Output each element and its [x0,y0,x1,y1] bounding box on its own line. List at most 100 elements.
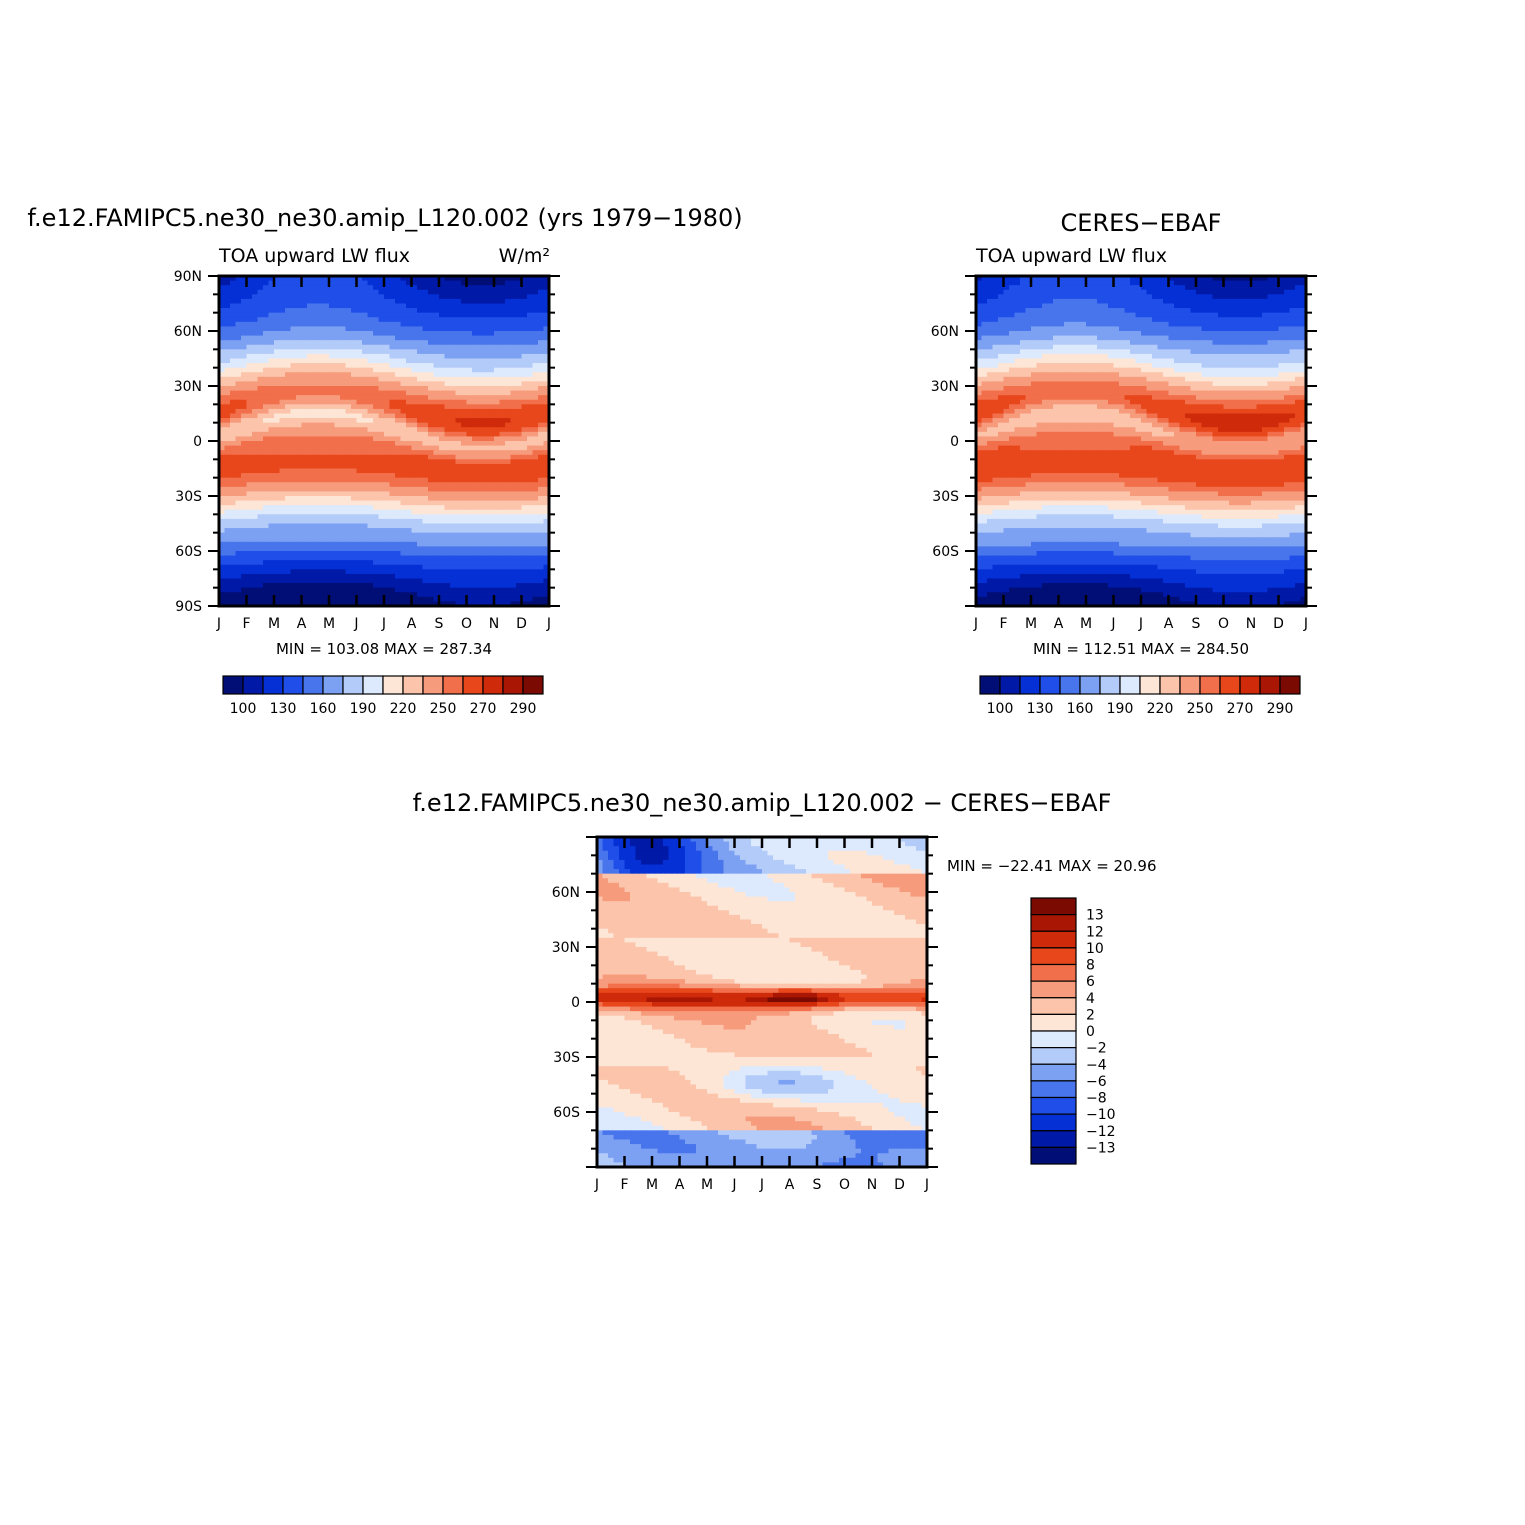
colorbar-label: −8 [1086,1091,1107,1107]
colorbar-swatch [402,675,424,695]
colorbar-label: 270 [470,701,497,717]
x-tick-label: A [1164,616,1174,632]
colorbar-label: 2 [1086,1007,1095,1023]
colorbar-swatch [1030,1113,1077,1132]
colorbar-swatch [1030,1130,1077,1148]
colorbar-label: −13 [1086,1140,1116,1156]
colorbar-swatch [1099,675,1121,695]
colorbar-label: 190 [1107,701,1134,717]
x-tick-label: S [813,1177,822,1193]
colorbar-swatch [1039,675,1061,695]
x-tick-label: O [461,616,472,632]
colorbar-swatch [502,675,524,695]
colorbar-label: 12 [1086,924,1104,940]
colorbar-label: 130 [270,701,297,717]
colorbar-swatch [1159,675,1181,695]
colorbar-label: −6 [1086,1074,1107,1090]
model-colorbar: 100 130 160 190 220 250 270 290 [222,675,544,717]
colorbar-swatch [1030,1080,1077,1099]
colorbar-swatch [1030,947,1077,966]
y-tick-label: 90S [175,599,202,615]
colorbar-swatch [1030,997,1077,1015]
y-tick-label: 60N [552,885,580,901]
colorbar-swatch [442,675,464,695]
colorbar-swatch [999,675,1021,695]
colorbar-swatch [242,675,264,695]
x-tick-label: M [1025,616,1037,632]
colorbar-swatch [1079,675,1101,695]
y-tick-label: 60N [931,324,959,340]
colorbar-swatch [1119,675,1141,695]
colorbar-label: 130 [1027,701,1054,717]
x-tick-label: O [1218,616,1229,632]
y-tick-label: 90N [174,269,202,285]
colorbar-swatch [1030,1096,1077,1115]
colorbar-swatch [222,675,244,695]
x-tick-label: M [701,1177,713,1193]
y-tick-label: 30N [174,379,202,395]
colorbar-label: 6 [1086,974,1095,990]
colorbar-swatch [342,675,364,695]
colorbar-swatch [1030,1063,1077,1082]
panel-model: f.e12.FAMIPC5.ne30_ne30.amip_L120.002 (y… [27,204,742,717]
colorbar-swatch [1030,1146,1077,1165]
y-tick-label: 0 [950,434,959,450]
colorbar-label: 0 [1086,1024,1095,1040]
y-tick-label: 30N [552,940,580,956]
colorbar-swatch [422,675,444,695]
y-tick-label: 30S [932,489,959,505]
colorbar-swatch [322,675,344,695]
x-tick-label: D [894,1177,905,1193]
difference-title: f.e12.FAMIPC5.ne30_ne30.amip_L120.002 − … [413,789,1112,817]
x-tick-label: F [999,616,1007,632]
difference-min-max: MIN = −22.41 MAX = 20.96 [947,857,1157,875]
obs-field [976,276,1307,607]
colorbar-label: 160 [1067,701,1094,717]
colorbar-swatch [1179,675,1201,695]
x-tick-label: J [594,1177,599,1193]
colorbar-swatch [262,675,284,695]
colorbar-swatch [1030,930,1077,949]
colorbar-swatch [1259,675,1281,695]
colorbar-label: 190 [350,701,377,717]
colorbar-swatch [1030,1030,1077,1049]
x-tick-label: N [867,1177,877,1193]
colorbar-swatch [1030,914,1077,932]
x-tick-label: J [759,1177,764,1193]
y-tick-label: 60S [932,544,959,560]
colorbar-swatch [362,675,384,695]
x-tick-label: M [268,616,280,632]
x-tick-label: J [1303,616,1308,632]
panel-difference: f.e12.FAMIPC5.ne30_ne30.amip_L120.002 − … [413,789,1157,1193]
x-tick-label: A [297,616,307,632]
obs-title: CERES−EBAF [1061,209,1222,237]
colorbar-label: 250 [1187,701,1214,717]
colorbar-swatch [979,675,1001,695]
colorbar-label: −2 [1086,1041,1107,1057]
colorbar-swatch [382,675,404,695]
x-tick-label: A [675,1177,685,1193]
x-tick-label: N [1246,616,1256,632]
y-tick-label: 0 [193,434,202,450]
x-tick-label: S [435,616,444,632]
model-variable-label: TOA upward LW flux [218,245,410,267]
colorbar-label: 220 [1147,701,1174,717]
y-tick-label: 60N [174,324,202,340]
colorbar-swatch [1279,675,1301,695]
colorbar-swatch [302,675,324,695]
model-min-max: MIN = 103.08 MAX = 287.34 [276,640,492,658]
x-tick-label: J [731,1177,736,1193]
colorbar-swatch [282,675,304,695]
colorbar-label: −4 [1086,1057,1107,1073]
x-tick-label: J [1138,616,1143,632]
model-title: f.e12.FAMIPC5.ne30_ne30.amip_L120.002 (y… [27,204,742,232]
colorbar-swatch [482,675,504,695]
x-tick-label: A [785,1177,795,1193]
colorbar-swatch [1219,675,1241,695]
y-tick-label: 30S [553,1050,580,1066]
x-tick-label: A [1054,616,1064,632]
x-tick-label: J [1110,616,1115,632]
